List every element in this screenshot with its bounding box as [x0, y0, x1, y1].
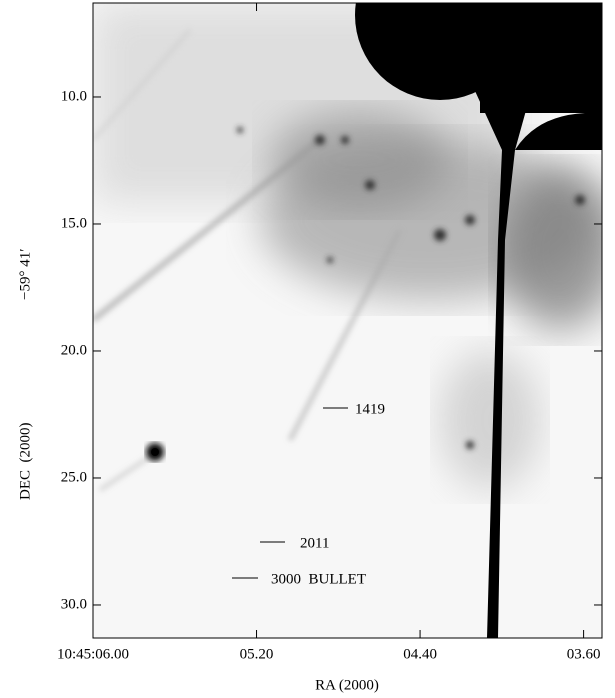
annotation-lines: [232, 407, 348, 579]
x-tick-label: 05.20: [240, 646, 274, 662]
sky-image: [93, 3, 602, 638]
plot-frame: [92, 2, 603, 639]
x-tick-label: 03.60: [567, 646, 601, 662]
y-tick-label: 30.0: [61, 596, 87, 612]
x-axis-label: RA (2000): [315, 677, 379, 693]
y-tick-label: 20.0: [61, 342, 87, 358]
y-tick-label: 25.0: [61, 469, 87, 485]
x-tick-label: 04.40: [403, 646, 437, 662]
annotation: 2011: [300, 535, 329, 551]
annotation: 3000 BULLET: [271, 571, 366, 587]
y-tick-label: 10.0: [61, 88, 87, 104]
x-tick-label: 10:45:06.00: [57, 646, 129, 662]
y-axis-offset: −59° 41′: [17, 249, 33, 301]
annotation: 1419: [355, 401, 385, 417]
y-tick-label: 15.0: [61, 215, 87, 231]
y-axis-label: DEC (2000): [17, 423, 33, 501]
